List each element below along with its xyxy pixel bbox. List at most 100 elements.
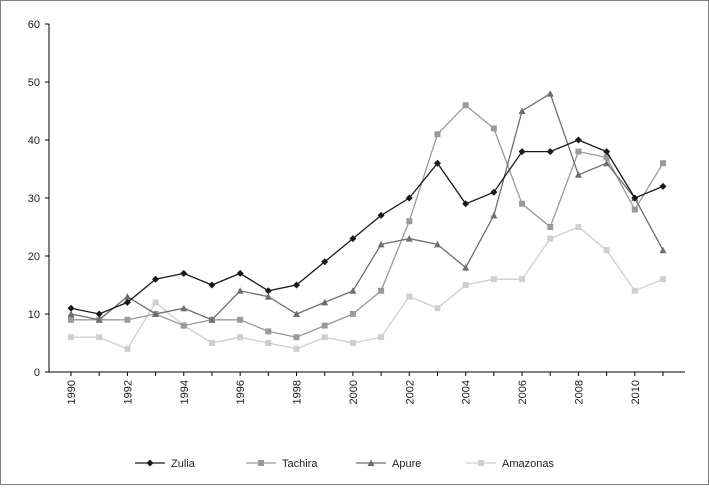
- data-point-amazonas: [96, 334, 103, 341]
- legend-label-zulia: Zulia: [171, 458, 196, 470]
- y-tick-label: 10: [28, 309, 40, 321]
- data-point-amazonas: [490, 276, 497, 283]
- data-point-amazonas: [68, 334, 74, 341]
- data-point-zulia: [546, 148, 554, 156]
- data-point-amazonas: [462, 282, 469, 288]
- data-point-zulia: [433, 159, 441, 167]
- data-point-amazonas: [152, 299, 159, 306]
- data-point-tachira: [68, 316, 74, 323]
- data-point-amazonas: [293, 345, 300, 352]
- y-tick-label: 20: [28, 251, 40, 263]
- data-point-zulia: [236, 269, 244, 277]
- data-point-tachira: [237, 316, 244, 323]
- data-point-amazonas: [603, 247, 610, 254]
- data-point-zulia: [180, 269, 188, 277]
- data-point-amazonas: [519, 276, 526, 283]
- x-tick-label: 2004: [461, 380, 473, 404]
- data-point-apure: [123, 293, 131, 300]
- data-point-zulia: [377, 211, 385, 219]
- data-point-amazonas: [208, 340, 215, 346]
- x-tick-label: 1998: [292, 380, 304, 404]
- series-apure: [67, 90, 667, 323]
- data-point-amazonas: [575, 224, 582, 230]
- legend-label-tachira: Tachira: [282, 458, 318, 470]
- legend-item-apure: Apure: [356, 458, 421, 470]
- y-tick-label: 40: [28, 135, 40, 147]
- data-point-amazonas: [547, 235, 554, 242]
- data-point-amazonas: [265, 340, 272, 346]
- data-point-zulia: [490, 188, 498, 196]
- data-point-apure: [95, 316, 103, 323]
- data-point-tachira: [462, 102, 469, 109]
- data-point-apure: [152, 310, 160, 317]
- x-tick-label: 1996: [235, 380, 247, 404]
- series-line-amazonas: [71, 226, 664, 350]
- data-point-zulia: [208, 281, 216, 289]
- data-point-zulia: [659, 182, 667, 190]
- series-amazonas: [68, 224, 666, 352]
- data-point-zulia: [462, 200, 470, 208]
- y-tick-label: 50: [28, 77, 40, 89]
- data-point-amazonas: [237, 334, 244, 341]
- data-point-zulia: [264, 287, 272, 295]
- data-point-zulia: [67, 304, 75, 312]
- data-point-zulia: [405, 194, 413, 202]
- data-point-zulia: [574, 136, 582, 144]
- data-point-tachira: [406, 218, 413, 225]
- legend-label-amazonas: Amazonas: [502, 458, 554, 470]
- series-line-tachira: [71, 104, 664, 338]
- series-line-zulia: [70, 139, 664, 315]
- legend-item-amazonas: Amazonas: [466, 458, 554, 470]
- data-point-apure: [603, 159, 611, 167]
- data-point-apure: [321, 298, 329, 306]
- data-point-apure: [433, 240, 441, 248]
- data-point-tachira: [349, 311, 356, 317]
- data-point-amazonas: [124, 345, 131, 352]
- y-tick-label: 60: [28, 19, 40, 31]
- data-point-zulia: [95, 310, 103, 318]
- data-point-zulia: [349, 235, 357, 243]
- legend-marker-zulia: [146, 459, 154, 467]
- data-point-apure: [574, 171, 582, 178]
- data-point-zulia: [293, 281, 301, 289]
- data-point-tachira: [519, 200, 526, 207]
- x-tick-label: 2010: [630, 380, 642, 404]
- data-point-tachira: [547, 224, 554, 230]
- data-point-amazonas: [434, 305, 441, 312]
- x-tick-label: 2008: [573, 380, 585, 404]
- data-point-apure: [349, 287, 357, 294]
- data-point-tachira: [575, 148, 582, 155]
- legend-label-apure: Apure: [392, 458, 421, 470]
- data-point-tachira: [660, 160, 666, 167]
- data-point-apure: [405, 235, 413, 242]
- data-point-tachira: [265, 328, 272, 335]
- x-tick-label: 1994: [179, 380, 191, 404]
- x-tick-label: 2002: [404, 380, 416, 404]
- data-point-zulia: [321, 258, 329, 266]
- data-point-amazonas: [321, 334, 328, 341]
- data-point-apure: [377, 240, 385, 248]
- data-point-amazonas: [631, 287, 638, 294]
- legend-marker-apure: [367, 459, 375, 466]
- data-point-apure: [264, 293, 272, 300]
- data-point-tachira: [378, 287, 385, 294]
- data-point-amazonas: [660, 276, 666, 283]
- legend-item-tachira: Tachira: [246, 458, 318, 470]
- data-point-tachira: [603, 154, 610, 161]
- data-point-tachira: [180, 322, 187, 329]
- data-point-amazonas: [349, 340, 356, 346]
- series-zulia: [67, 136, 667, 318]
- data-point-apure: [462, 264, 470, 271]
- data-point-zulia: [631, 194, 639, 202]
- data-point-tachira: [631, 206, 638, 213]
- data-point-apure: [67, 310, 75, 317]
- data-point-zulia: [603, 148, 611, 156]
- data-point-amazonas: [378, 334, 385, 341]
- data-point-zulia: [518, 148, 526, 156]
- data-point-amazonas: [406, 293, 413, 300]
- data-point-apure: [659, 246, 667, 254]
- data-point-tachira: [434, 131, 441, 138]
- data-point-tachira: [321, 322, 328, 329]
